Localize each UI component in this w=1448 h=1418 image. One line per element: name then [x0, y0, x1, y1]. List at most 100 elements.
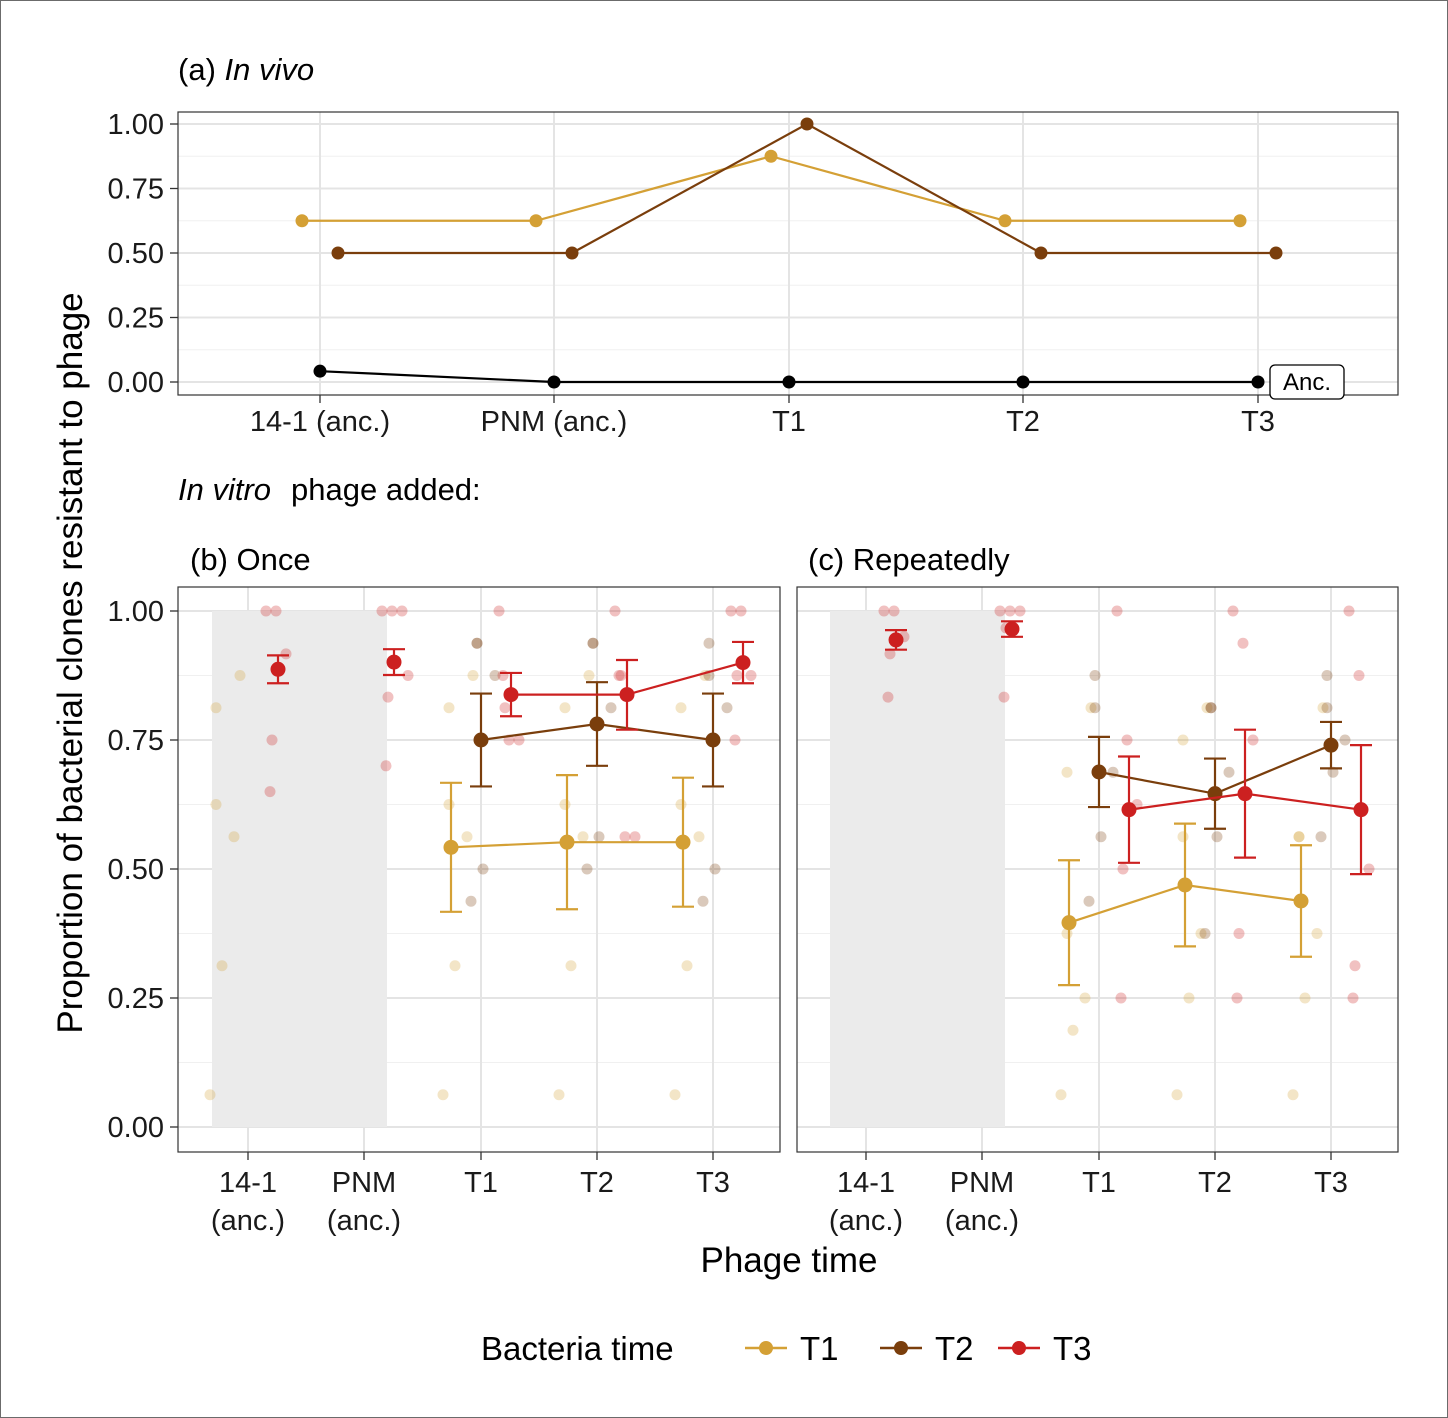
panel-a-point-t1: [529, 214, 543, 228]
panel-a-point-t2: [800, 117, 814, 131]
panel-b-raw-point-t3: [731, 670, 743, 681]
panel-a-point-t2: [1269, 246, 1283, 260]
panel-c-ancestral-shading: [830, 611, 1005, 1127]
panel-b-raw-point-t1: [449, 960, 461, 972]
panel-a-point-t2: [565, 246, 579, 260]
panel-b-raw-point-t2: [465, 895, 477, 907]
panel-a-y-tick-label: 0.75: [108, 174, 164, 206]
y-axis-title: Proportion of bacterial clones resistant…: [51, 292, 90, 1033]
panel-c-raw-point-t2: [1205, 702, 1217, 714]
panel-b-raw-point-t3: [745, 670, 757, 681]
panel-c-raw-point-t2: [1327, 766, 1339, 778]
panel-b-raw-point-t1: [675, 702, 687, 714]
panel-a-point-anc: [782, 375, 796, 389]
panel-b-raw-point-t3: [613, 670, 625, 681]
panel-c-mean-point-t3: [1121, 802, 1137, 818]
panel-b-x-tick-label: T2: [580, 1167, 614, 1199]
panel-b-raw-point-t2: [581, 863, 593, 875]
panel-c-raw-point-t3: [1231, 992, 1243, 1004]
panel-c-raw-point-t1: [1183, 992, 1195, 1004]
panel-a-x-tick-label: 14-1 (anc.): [250, 406, 390, 438]
panel-b-raw-point-t3: [402, 670, 414, 681]
panel-c-mean-point-t3: [1353, 802, 1369, 818]
panel-c-raw-point-t3: [1227, 605, 1239, 617]
panel-b-raw-point-t3: [735, 605, 747, 617]
ancestor-label: Anc.: [1283, 369, 1331, 396]
panel-b-raw-point-t1: [437, 1089, 449, 1101]
panel-c-raw-point-t1: [1293, 831, 1305, 843]
panel-a-point-t1: [295, 214, 309, 228]
legend-label-t1: T1: [800, 1330, 839, 1367]
panel-b-raw-point-t1: [693, 831, 705, 843]
panel-b-mean-point-t1: [559, 834, 575, 850]
panel-b-raw-point-t3: [725, 605, 737, 617]
panel-b-raw-point-t2: [489, 670, 501, 681]
panel-b-title: (b) Once: [190, 542, 311, 577]
panel-a-x-tick-label: T2: [1006, 406, 1040, 438]
panel-b-y-tick-label: 0.50: [108, 854, 164, 886]
panel-c-raw-point-t2: [1211, 831, 1223, 843]
panel-c-raw-point-t3: [1121, 734, 1133, 746]
panel-a-point-t1: [998, 214, 1012, 228]
panel-c-mean-point-t2: [1091, 764, 1107, 780]
panel-b-x-tick-label: (anc.): [327, 1205, 401, 1237]
panel-b-raw-point-t1: [675, 799, 687, 810]
panel-a-x-tick-label: T3: [1241, 406, 1275, 438]
panel-b-raw-point-t1: [216, 960, 228, 972]
panel-b-raw-point-t3: [513, 734, 525, 746]
panel-c-raw-point-t3: [884, 648, 896, 660]
panel-c-raw-point-t1: [1061, 766, 1073, 778]
legend-label-t2: T2: [935, 1330, 974, 1367]
panel-c-x-tick-label: T2: [1198, 1167, 1232, 1199]
legend: Bacteria time T1 T2 T3: [481, 1330, 1092, 1367]
panel-b-mean-point-t1: [443, 839, 459, 855]
panel-b-raw-point-t3: [396, 605, 408, 617]
panel-b-raw-point-t2: [477, 863, 489, 875]
panel-b-y-tick-label: 0.25: [108, 983, 164, 1015]
panel-b-raw-point-t2: [703, 637, 715, 649]
panel-c-raw-point-t3: [1115, 992, 1127, 1004]
panel-c-raw-point-t1: [1177, 734, 1189, 746]
panel-b-ancestral-shading: [212, 611, 387, 1127]
panel-c-raw-point-t3: [1237, 637, 1249, 649]
panel-c-raw-point-t3: [1233, 928, 1245, 939]
panel-c-raw-point-t1: [1085, 702, 1097, 714]
panel-c-raw-point-t1: [1299, 992, 1311, 1004]
panel-a-title-prefix: (a): [178, 52, 225, 87]
panel-c-raw-point-t1: [1171, 1089, 1183, 1101]
panel-b-raw-point-t3: [615, 670, 627, 681]
panel-c-raw-point-t2: [1339, 734, 1351, 746]
panel-c-raw-point-t1: [1293, 831, 1305, 843]
panel-c-x-tick-label: T3: [1314, 1167, 1348, 1199]
panel-c-raw-point-t1: [1311, 928, 1323, 939]
panel-a-plot: Anc. 0.00 0.25 0.50 0.75 1.00 14-1 (anc.) PNM (…: [108, 109, 1399, 438]
panel-b-x-tick-label: T3: [696, 1167, 730, 1199]
panel-c-raw-point-t3: [878, 605, 890, 617]
panel-b-x-tick-label: PNM: [332, 1167, 396, 1199]
panel-b-raw-point-t1: [583, 670, 595, 681]
panel-b-raw-point-t3: [619, 831, 631, 843]
panel-b-raw-point-t2: [587, 637, 599, 649]
panel-b-raw-point-t3: [382, 691, 394, 703]
panel-b-raw-point-t3: [499, 702, 511, 714]
panel-a-point-t2: [331, 246, 345, 260]
panel-b-mean-point-t1: [675, 834, 691, 850]
panel-b-raw-point-t3: [264, 786, 276, 798]
panel-b-mean-point-t3: [735, 655, 751, 671]
panel-b-raw-point-t3: [493, 605, 505, 617]
subheading-italic: In vitro: [178, 472, 271, 507]
panel-a-y-tick-label: 0.50: [108, 238, 164, 270]
panel-c-raw-point-t2: [1095, 831, 1107, 843]
panel-c-raw-point-t2: [1083, 895, 1095, 907]
panel-c-raw-point-t3: [1349, 960, 1361, 972]
panel-b-raw-point-t1: [461, 831, 473, 843]
panel-c-mean-point-t2: [1323, 737, 1339, 753]
panel-c-x-tick-label: T1: [1082, 1167, 1116, 1199]
panel-c-raw-point-t1: [1055, 1089, 1067, 1101]
panel-c-mean-point-t3: [888, 632, 904, 648]
x-axis-title: Phage time: [700, 1241, 877, 1280]
panel-b-raw-point-t2: [593, 831, 605, 843]
panel-b-raw-point-t1: [553, 1089, 565, 1101]
panel-b-raw-point-t1: [559, 702, 571, 714]
panel-c-raw-point-t2: [1205, 702, 1217, 714]
